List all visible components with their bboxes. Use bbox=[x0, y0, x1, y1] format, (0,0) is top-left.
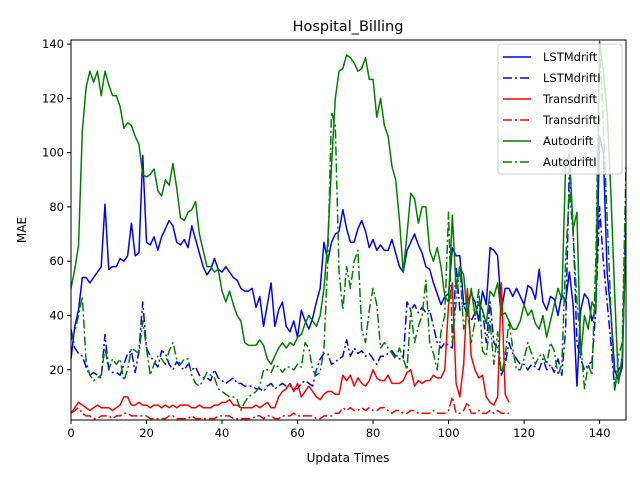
series-line-lstmdrift bbox=[71, 135, 626, 387]
y-tick-label: 40 bbox=[49, 309, 64, 323]
legend-label-transdrift: Transdrift bbox=[542, 92, 597, 106]
y-axis: 20 40 60 80 100 120 140 bbox=[42, 37, 71, 377]
series-line-transdrifti bbox=[71, 396, 509, 420]
x-tick-label: 20 bbox=[139, 426, 154, 440]
x-tick-label: 100 bbox=[438, 426, 460, 440]
y-axis-label: MAE bbox=[15, 217, 29, 243]
x-tick-label: 60 bbox=[290, 426, 305, 440]
legend-label-transdrifti: TransdriftI bbox=[542, 113, 600, 127]
y-tick-label: 100 bbox=[42, 146, 64, 160]
x-axis: 0 20 40 60 80 100 120 140 bbox=[67, 420, 611, 440]
y-tick-label: 60 bbox=[49, 254, 64, 268]
series-line-transdrift bbox=[71, 282, 510, 414]
x-tick-label: 40 bbox=[215, 426, 230, 440]
series-line-autodrift bbox=[71, 40, 626, 385]
series-line-autodrifti bbox=[71, 43, 626, 412]
series-layer bbox=[71, 40, 626, 420]
x-tick-label: 120 bbox=[513, 426, 535, 440]
x-tick-label: 0 bbox=[67, 426, 74, 440]
legend-label-lstmdrifti: LSTMdriftI bbox=[543, 71, 601, 85]
legend-label-lstmdrift: LSTMdrift bbox=[543, 50, 598, 64]
x-tick-label: 140 bbox=[589, 426, 611, 440]
legend-label-autodrift: Autodrift bbox=[543, 134, 594, 148]
plot-frame bbox=[70, 39, 627, 421]
legend-label-autodrifti: AutodriftI bbox=[543, 155, 597, 169]
x-axis-label: Updata Times bbox=[307, 451, 390, 465]
chart-title: Hospital_Billing bbox=[293, 19, 404, 35]
y-tick-label: 20 bbox=[49, 363, 64, 377]
legend: LSTMdrift LSTMdriftI Transdrift TransdriftI… bbox=[497, 43, 623, 175]
y-tick-label: 80 bbox=[49, 200, 64, 214]
series-line-lstmdrifti bbox=[71, 165, 626, 393]
x-tick-label: 80 bbox=[366, 426, 381, 440]
y-tick-label: 120 bbox=[42, 91, 64, 105]
y-tick-label: 140 bbox=[42, 37, 64, 51]
